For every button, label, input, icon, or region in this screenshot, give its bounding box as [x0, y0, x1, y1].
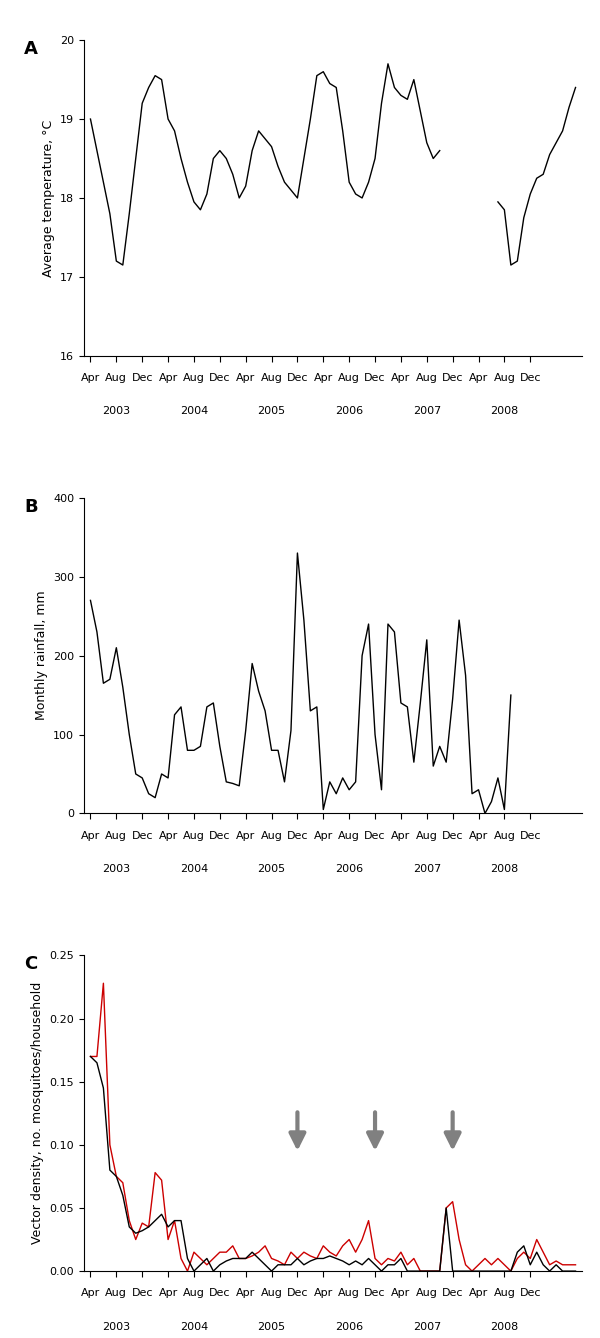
- Text: Dec: Dec: [520, 1288, 541, 1298]
- Text: Dec: Dec: [131, 831, 153, 840]
- Text: 2005: 2005: [257, 864, 286, 874]
- Text: 2008: 2008: [490, 864, 518, 874]
- Text: Dec: Dec: [209, 373, 230, 383]
- Text: Dec: Dec: [131, 1288, 153, 1298]
- Y-axis label: Average temperature, °C: Average temperature, °C: [41, 119, 55, 277]
- Text: Aug: Aug: [260, 1288, 283, 1298]
- Text: Dec: Dec: [442, 831, 463, 840]
- Text: 2007: 2007: [413, 407, 441, 416]
- Text: 2006: 2006: [335, 407, 363, 416]
- Text: Apr: Apr: [391, 1288, 410, 1298]
- Text: 2004: 2004: [180, 1322, 208, 1331]
- Text: Aug: Aug: [338, 373, 360, 383]
- Text: 2005: 2005: [257, 407, 286, 416]
- Text: Apr: Apr: [314, 831, 333, 840]
- Text: Dec: Dec: [364, 1288, 386, 1298]
- Text: Aug: Aug: [183, 373, 205, 383]
- Text: Aug: Aug: [493, 831, 515, 840]
- Text: Dec: Dec: [287, 373, 308, 383]
- Text: 2005: 2005: [257, 1322, 286, 1331]
- Text: 2008: 2008: [490, 407, 518, 416]
- Text: Apr: Apr: [236, 831, 256, 840]
- Text: Dec: Dec: [442, 1288, 463, 1298]
- Text: Dec: Dec: [209, 1288, 230, 1298]
- Text: Apr: Apr: [81, 831, 100, 840]
- Text: Apr: Apr: [314, 1288, 333, 1298]
- Text: Aug: Aug: [338, 1288, 360, 1298]
- Text: Apr: Apr: [236, 373, 256, 383]
- Text: 2007: 2007: [413, 1322, 441, 1331]
- Text: 2006: 2006: [335, 1322, 363, 1331]
- Text: 2003: 2003: [102, 864, 130, 874]
- Text: B: B: [24, 498, 38, 516]
- Text: 2003: 2003: [102, 407, 130, 416]
- Text: Aug: Aug: [106, 373, 127, 383]
- Text: Dec: Dec: [520, 831, 541, 840]
- Text: Apr: Apr: [81, 373, 100, 383]
- Text: Apr: Apr: [81, 1288, 100, 1298]
- Y-axis label: Vector density, no. mosquitoes/household: Vector density, no. mosquitoes/household: [31, 982, 44, 1244]
- Y-axis label: Monthly rainfall, mm: Monthly rainfall, mm: [35, 591, 47, 720]
- Text: Aug: Aug: [416, 831, 438, 840]
- Text: Apr: Apr: [158, 373, 178, 383]
- Text: Dec: Dec: [364, 831, 386, 840]
- Text: Apr: Apr: [469, 373, 488, 383]
- Text: Apr: Apr: [391, 373, 410, 383]
- Text: Aug: Aug: [338, 831, 360, 840]
- Text: Aug: Aug: [183, 831, 205, 840]
- Text: 2006: 2006: [335, 864, 363, 874]
- Text: Apr: Apr: [158, 1288, 178, 1298]
- Text: Apr: Apr: [314, 373, 333, 383]
- Text: Aug: Aug: [416, 373, 438, 383]
- Text: Apr: Apr: [158, 831, 178, 840]
- Text: Aug: Aug: [416, 1288, 438, 1298]
- Text: C: C: [24, 955, 37, 974]
- Text: A: A: [24, 40, 38, 58]
- Text: Apr: Apr: [469, 831, 488, 840]
- Text: Dec: Dec: [287, 831, 308, 840]
- Text: Aug: Aug: [493, 373, 515, 383]
- Text: Dec: Dec: [442, 373, 463, 383]
- Text: 2004: 2004: [180, 864, 208, 874]
- Text: Dec: Dec: [287, 1288, 308, 1298]
- Text: Apr: Apr: [391, 831, 410, 840]
- Text: Apr: Apr: [469, 1288, 488, 1298]
- Text: 2003: 2003: [102, 1322, 130, 1331]
- Text: Aug: Aug: [260, 831, 283, 840]
- Text: Aug: Aug: [493, 1288, 515, 1298]
- Text: Dec: Dec: [131, 373, 153, 383]
- Text: Dec: Dec: [520, 373, 541, 383]
- Text: 2007: 2007: [413, 864, 441, 874]
- Text: Dec: Dec: [364, 373, 386, 383]
- Text: Aug: Aug: [260, 373, 283, 383]
- Text: Dec: Dec: [209, 831, 230, 840]
- Text: Apr: Apr: [236, 1288, 256, 1298]
- Text: 2004: 2004: [180, 407, 208, 416]
- Text: Aug: Aug: [106, 1288, 127, 1298]
- Text: Aug: Aug: [106, 831, 127, 840]
- Text: 2008: 2008: [490, 1322, 518, 1331]
- Text: Aug: Aug: [183, 1288, 205, 1298]
